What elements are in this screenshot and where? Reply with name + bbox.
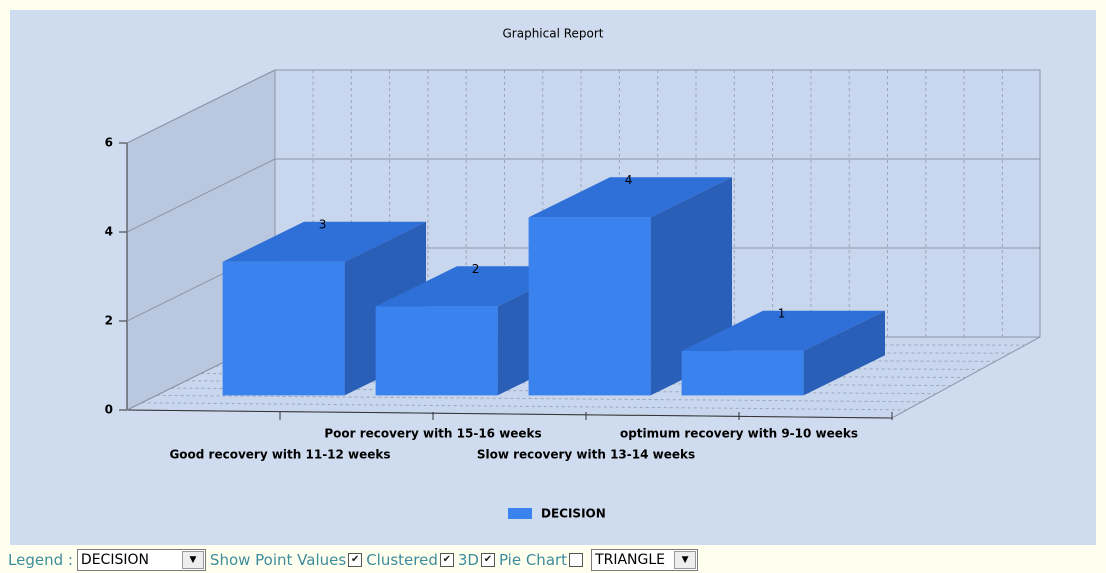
bar <box>375 306 498 396</box>
legend-select[interactable]: DECISION ▼ <box>76 549 206 571</box>
chart: Graphical Report 0 2 4 6 3 Good recovery with… <box>10 10 1096 545</box>
value-label: 3 <box>319 217 327 231</box>
x-tick-label: Poor recovery with 15-16 weeks <box>324 427 541 441</box>
floor-grid <box>156 394 922 403</box>
floor-grid <box>141 402 907 411</box>
x-tick-label: Slow recovery with 13-14 weeks <box>477 448 695 462</box>
check-group: Show Point Values ✔ Clustered ✔ 3D ✔ Pie Chart <box>210 551 587 569</box>
check-label: Clustered <box>366 551 438 569</box>
value-label: 4 <box>625 173 633 187</box>
bar-top <box>681 310 885 351</box>
checkbox[interactable]: ✔ <box>348 553 363 567</box>
dropdown-arrow: ▼ <box>674 551 697 569</box>
check-label: Pie Chart <box>498 551 568 569</box>
bar <box>222 261 345 396</box>
bar-top <box>222 221 426 262</box>
check-label: 3D <box>457 551 479 569</box>
control-bar: Legend : DECISION ▼ Show Point Values ✔ Clu… <box>0 547 1106 573</box>
legend-label: DECISION <box>541 507 606 521</box>
chart-title: Graphical Report <box>502 27 603 41</box>
shape-select-text: TRIANGLE <box>595 552 666 568</box>
y-tick-label: 0 <box>105 403 113 417</box>
y-tick-label: 2 <box>105 314 113 328</box>
dropdown-arrow: ▼ <box>181 551 204 569</box>
value-label: 2 <box>472 262 480 276</box>
y-tick-label: 4 <box>105 225 113 239</box>
bar-side <box>803 310 885 396</box>
y-tick-label: 6 <box>105 136 113 150</box>
legend-select-text: DECISION <box>80 552 149 568</box>
bar <box>528 217 651 396</box>
legend-label: Legend : <box>8 551 73 569</box>
checkbox[interactable] <box>569 553 584 567</box>
x-axis <box>126 409 893 419</box>
x-tick-label: optimum recovery with 9-10 weeks <box>620 427 858 441</box>
check-label: Show Point Values <box>209 551 347 569</box>
grid-line <box>126 69 276 144</box>
grid-line <box>126 158 276 233</box>
checkbox[interactable]: ✔ <box>439 553 454 567</box>
checkbox[interactable]: ✔ <box>480 553 495 567</box>
value-label: 1 <box>778 306 786 320</box>
bar-top <box>528 177 732 218</box>
shape-select[interactable]: TRIANGLE ▼ <box>591 549 699 571</box>
bar <box>681 350 804 396</box>
bar-top <box>375 266 579 307</box>
x-tick-label: Good recovery with 11-12 weeks <box>169 448 390 462</box>
legend-swatch <box>508 508 532 519</box>
